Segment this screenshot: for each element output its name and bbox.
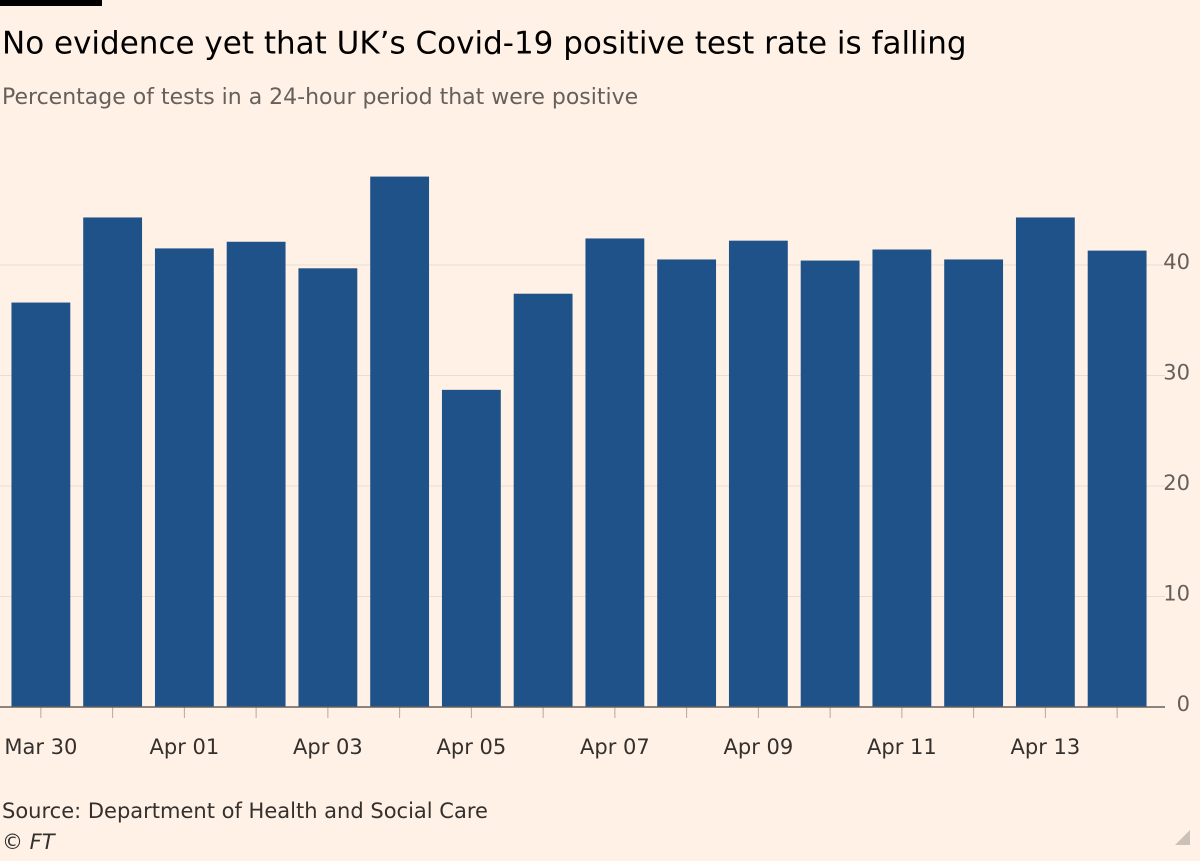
x-tick-label: Apr 07 <box>580 735 650 759</box>
bar <box>585 238 645 707</box>
chart-subtitle: Percentage of tests in a 24-hour period … <box>2 85 638 110</box>
x-tick-label: Apr 01 <box>150 735 220 759</box>
x-tick-label: Apr 03 <box>293 735 363 759</box>
bar <box>83 217 143 707</box>
bar <box>657 259 717 707</box>
x-tick-label: Mar 30 <box>4 735 77 759</box>
bar <box>1087 250 1147 707</box>
bar <box>11 302 71 707</box>
bar <box>370 176 430 708</box>
y-tick-label: 20 <box>1163 471 1190 495</box>
x-tick-label: Apr 09 <box>724 735 794 759</box>
y-tick-label: 0 <box>1177 692 1190 716</box>
bar <box>944 259 1004 707</box>
x-tick-label: Apr 13 <box>1011 735 1081 759</box>
bar <box>1015 217 1075 707</box>
credit: © FT <box>2 830 57 854</box>
bar <box>154 248 214 707</box>
top-rule <box>0 0 102 6</box>
bar <box>800 260 860 707</box>
bar <box>872 249 932 707</box>
y-tick-label: 30 <box>1163 360 1190 384</box>
x-tick-label: Apr 05 <box>437 735 507 759</box>
source: Source: Department of Health and Social … <box>2 799 488 823</box>
x-tick-label: Apr 11 <box>867 735 937 759</box>
bar <box>441 389 501 707</box>
bar <box>298 268 358 707</box>
y-tick-label: 10 <box>1163 581 1190 605</box>
y-tick-label: 40 <box>1163 250 1190 274</box>
bar <box>226 241 286 707</box>
corner-mark <box>1175 830 1190 845</box>
bar <box>728 240 788 707</box>
chart-title: No evidence yet that UK’s Covid-19 posit… <box>2 26 967 62</box>
bar <box>513 293 573 707</box>
